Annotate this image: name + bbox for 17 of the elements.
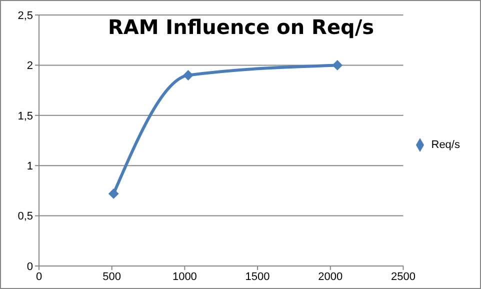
x-tick-label: 1000 xyxy=(172,270,197,283)
x-tick-label: 2000 xyxy=(318,270,343,283)
y-tick-label: 1,5 xyxy=(18,110,33,122)
x-tick-label: 1500 xyxy=(245,270,270,283)
y-tick-label: 1 xyxy=(26,160,33,173)
point xyxy=(332,60,342,70)
x-tick-label: 500 xyxy=(102,270,122,283)
y-tick-label: 2 xyxy=(26,60,33,72)
y-tick-label: 0 xyxy=(26,260,33,273)
legend-label: Req/s xyxy=(431,138,460,150)
x-tick-label: 2500 xyxy=(391,270,416,283)
y-tick-label: 2,5 xyxy=(18,10,33,22)
chart-title: RAM Influence on Req/s xyxy=(106,15,376,39)
x-tick-label: 0 xyxy=(36,270,42,283)
y-tick-label: 0,5 xyxy=(18,210,33,223)
point xyxy=(183,70,194,80)
point xyxy=(108,188,119,199)
